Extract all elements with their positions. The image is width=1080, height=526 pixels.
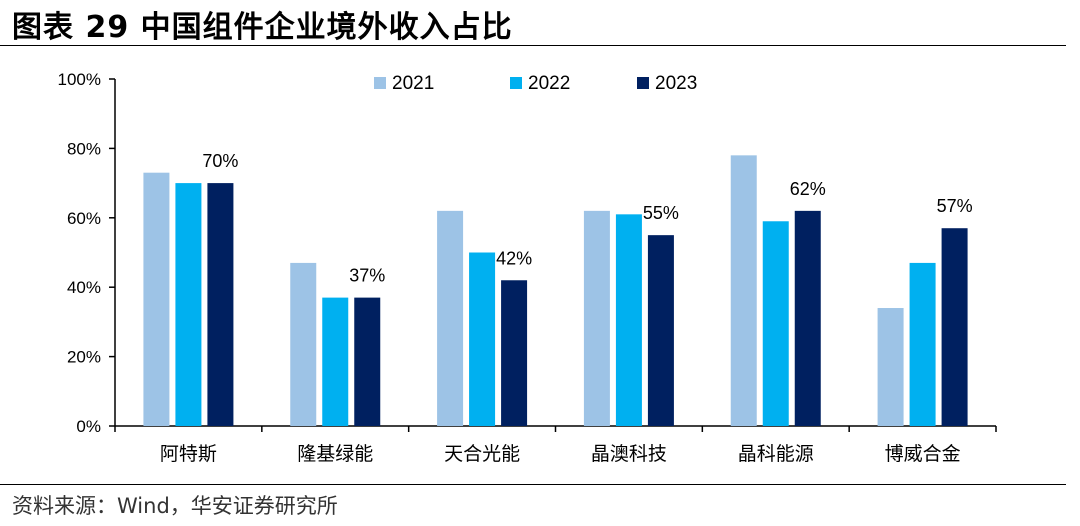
legend-swatch-2021 (374, 77, 386, 89)
bar-2023-4 (794, 210, 821, 426)
bar-2021-2 (437, 210, 464, 426)
bar-2021-0 (143, 172, 170, 426)
legend-swatch-2023 (637, 77, 649, 89)
y-tick-label: 100% (58, 70, 101, 89)
category-label: 晶科能源 (738, 443, 814, 465)
source-note: 资料来源：Wind，华安证券研究所 (12, 494, 338, 518)
bar-2021-5 (877, 308, 904, 426)
page-title: 图表 29 中国组件企业境外收入占比 (12, 10, 513, 45)
category-label: 天合光能 (444, 443, 520, 465)
y-tick-label: 40% (67, 278, 101, 297)
legend-swatch-2022 (510, 77, 522, 89)
bar-2023-1 (354, 297, 381, 426)
y-tick-label: 60% (67, 209, 101, 228)
category-label: 阿特斯 (160, 443, 217, 465)
bar-2023-3 (647, 235, 674, 426)
data-label: 70% (202, 151, 238, 171)
bar-2023-5 (941, 228, 968, 426)
y-tick-label: 0% (76, 417, 101, 436)
y-tick-label: 80% (67, 139, 101, 158)
data-label: 42% (496, 248, 532, 268)
data-label: 37% (349, 266, 385, 286)
bar-2023-0 (207, 183, 234, 426)
title-divider (0, 45, 1066, 46)
data-label: 57% (937, 196, 973, 216)
data-label: 62% (790, 179, 826, 199)
bar-2023-2 (501, 280, 528, 426)
bar-2022-4 (762, 221, 789, 426)
category-label: 博威合金 (885, 443, 961, 465)
bar-2022-5 (909, 262, 936, 426)
source-divider (0, 484, 1066, 485)
bar-2022-2 (469, 252, 496, 426)
bar-2022-1 (322, 297, 349, 426)
bar-2021-4 (730, 155, 757, 426)
legend-label-2021: 2021 (392, 73, 434, 94)
bar-2021-1 (290, 262, 317, 426)
category-label: 晶澳科技 (591, 443, 667, 465)
y-tick-label: 20% (67, 348, 101, 367)
bar-2022-0 (175, 183, 202, 426)
bar-2022-3 (615, 214, 642, 426)
legend-label-2022: 2022 (528, 73, 570, 94)
legend-label-2023: 2023 (655, 73, 697, 94)
data-label: 55% (643, 203, 679, 223)
bar-2021-3 (583, 210, 610, 426)
category-label: 隆基绿能 (297, 443, 373, 465)
